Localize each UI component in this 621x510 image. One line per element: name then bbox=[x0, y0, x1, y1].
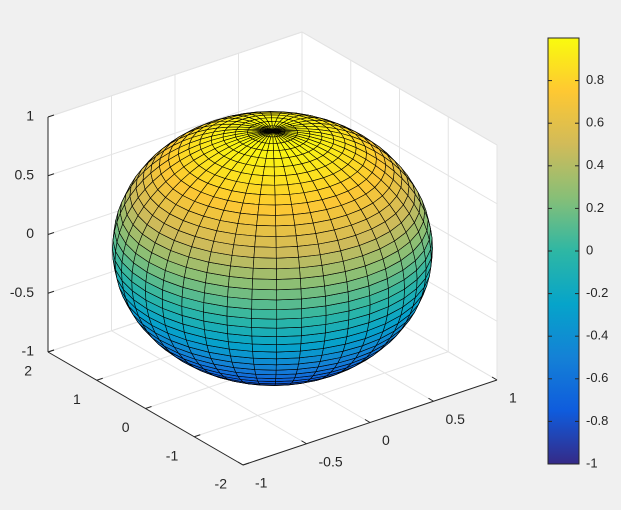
surface-face bbox=[252, 351, 277, 360]
surface-face bbox=[274, 204, 294, 216]
surface-face bbox=[262, 166, 275, 177]
surface-face bbox=[265, 150, 275, 159]
y-tick bbox=[242, 462, 250, 466]
surface-face bbox=[275, 235, 298, 248]
y-tick bbox=[96, 377, 103, 381]
x-tick bbox=[364, 419, 371, 423]
colorbar-tick-label: 0 bbox=[586, 242, 593, 257]
surface-face bbox=[276, 343, 302, 353]
surface-face bbox=[251, 335, 277, 345]
z-tick bbox=[47, 114, 55, 118]
x-tick-label: -1 bbox=[255, 475, 268, 491]
x-tick-label: 1 bbox=[509, 390, 517, 406]
surface-face bbox=[251, 278, 277, 291]
x-tick bbox=[237, 461, 244, 466]
colorbar bbox=[547, 37, 580, 465]
surface-face bbox=[251, 288, 277, 301]
surface-face bbox=[259, 184, 276, 196]
surface-face bbox=[240, 202, 260, 216]
surface-face bbox=[258, 194, 276, 206]
grid-line bbox=[194, 351, 449, 438]
x-tick bbox=[301, 440, 307, 445]
surface bbox=[112, 111, 433, 386]
z-tick-label: -1 bbox=[22, 343, 35, 359]
x-tick bbox=[491, 376, 498, 381]
x-tick-label: -0.5 bbox=[319, 453, 343, 469]
surface-face bbox=[273, 166, 287, 177]
colorbar-tick-label: -0.4 bbox=[586, 328, 608, 343]
surface-face bbox=[276, 335, 302, 345]
grid-line bbox=[301, 90, 498, 205]
z-tick-label: -0.5 bbox=[10, 284, 34, 300]
surface-face bbox=[251, 308, 278, 320]
surface-face bbox=[276, 278, 302, 291]
surface-face bbox=[274, 194, 292, 206]
z-tick bbox=[47, 232, 55, 235]
colorbar-tick-label: 0.2 bbox=[586, 200, 604, 215]
surface-face bbox=[255, 225, 277, 237]
z-tick bbox=[47, 290, 55, 294]
surface-face bbox=[276, 317, 303, 329]
colorbar-tick-label: -1 bbox=[586, 455, 598, 470]
surface-face bbox=[256, 214, 277, 227]
surface-face bbox=[252, 267, 277, 280]
surface-face bbox=[252, 357, 277, 366]
surface-face bbox=[275, 246, 299, 259]
surface-face bbox=[275, 256, 300, 270]
surface-face bbox=[252, 257, 277, 270]
grid-line bbox=[47, 90, 303, 177]
y-tick-label: -2 bbox=[215, 476, 228, 492]
x-tick-label: 0.5 bbox=[446, 411, 466, 427]
surface-face bbox=[275, 224, 297, 237]
y-tick bbox=[145, 406, 152, 409]
colorbar-tick-label: -0.2 bbox=[586, 285, 608, 300]
y-tick-label: 0 bbox=[122, 419, 130, 435]
surface-face bbox=[294, 126, 309, 130]
box-edge bbox=[301, 31, 498, 146]
box-edge bbox=[47, 31, 303, 118]
surface-face bbox=[276, 267, 301, 280]
surface-face bbox=[251, 327, 278, 338]
surface-face bbox=[251, 298, 278, 311]
surface-face bbox=[253, 246, 277, 259]
surface-face bbox=[242, 192, 261, 205]
y-tick-label: -1 bbox=[166, 447, 179, 463]
surface-face bbox=[274, 175, 289, 186]
surface-face bbox=[276, 298, 302, 311]
surface-face bbox=[276, 308, 303, 320]
surface-face bbox=[264, 158, 275, 168]
surface-face bbox=[257, 204, 276, 216]
y-tick bbox=[47, 349, 55, 353]
surface-face bbox=[276, 350, 301, 360]
surface-face bbox=[231, 244, 256, 258]
z-tick bbox=[47, 173, 55, 177]
colorbar-tick-label: 0.4 bbox=[586, 157, 604, 172]
surface-face bbox=[245, 183, 262, 195]
y-tick-label: 2 bbox=[24, 363, 32, 379]
surface-face bbox=[253, 363, 277, 371]
colorbar-tick-label: 0.8 bbox=[586, 72, 604, 87]
z-tick-label: 1 bbox=[26, 108, 34, 124]
y-tick bbox=[194, 434, 201, 438]
colorbar-tick-label: 0.6 bbox=[586, 115, 604, 130]
surface-face bbox=[251, 318, 278, 329]
z-tick-label: 0.5 bbox=[15, 166, 35, 182]
surface-face bbox=[275, 214, 296, 227]
surface-face bbox=[297, 243, 321, 258]
z-tick-label: 0 bbox=[26, 225, 34, 241]
colorbar-tick-label: -0.6 bbox=[586, 370, 608, 385]
surface-face bbox=[274, 184, 290, 196]
surface-face bbox=[261, 175, 276, 186]
surface-face bbox=[254, 235, 277, 248]
surface-face bbox=[276, 326, 302, 338]
colorbar-tick-label: -0.8 bbox=[586, 413, 608, 428]
x-tick-label: 0 bbox=[382, 432, 390, 448]
x-tick bbox=[428, 397, 434, 402]
surface-face bbox=[251, 343, 277, 353]
surface-face bbox=[276, 288, 302, 301]
y-tick-label: 1 bbox=[73, 391, 81, 407]
